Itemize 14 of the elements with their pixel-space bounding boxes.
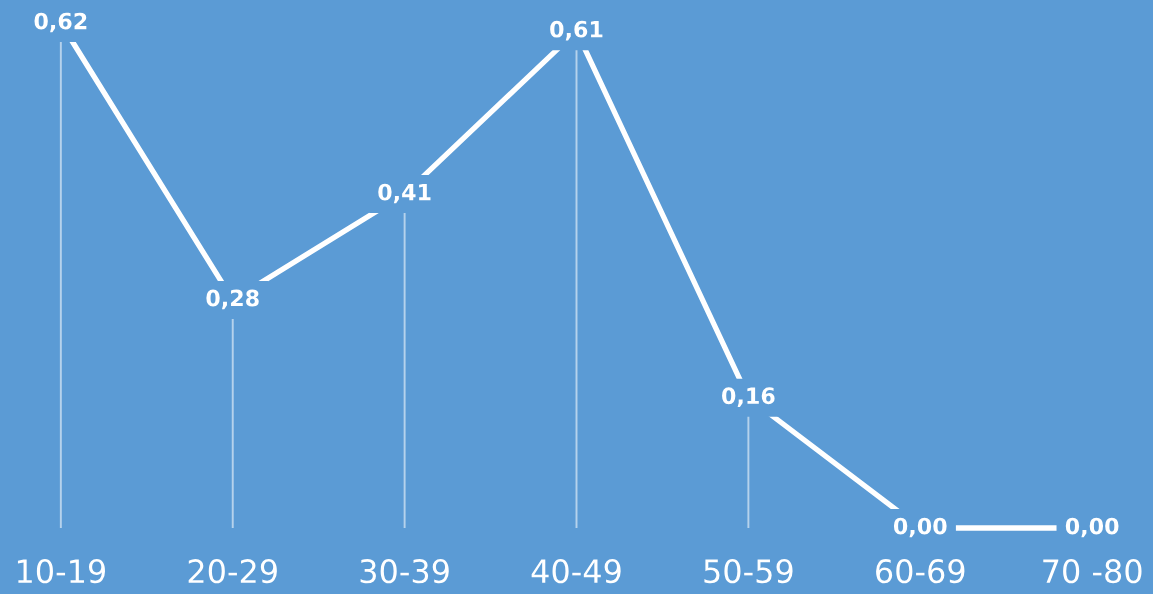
x-tick-label: 20-29 xyxy=(188,559,277,584)
data-label: 0,28 xyxy=(206,289,259,310)
x-tick-label: 40-49 xyxy=(531,559,621,584)
data-label: 0,00 xyxy=(1065,517,1119,538)
data-label: 0,00 xyxy=(893,517,947,538)
x-tick-label: 10-19 xyxy=(17,559,106,584)
data-label: 0,41 xyxy=(378,183,431,204)
x-tick-label: 30-39 xyxy=(360,559,449,584)
data-label: 0,62 xyxy=(34,12,87,33)
data-label: 0,61 xyxy=(550,20,603,41)
data-label: 0,16 xyxy=(722,387,775,407)
x-tick-label: 50-59 xyxy=(704,559,793,584)
x-tick-label: 70 -80 xyxy=(1043,559,1142,584)
x-tick-label: 60-69 xyxy=(876,559,965,584)
